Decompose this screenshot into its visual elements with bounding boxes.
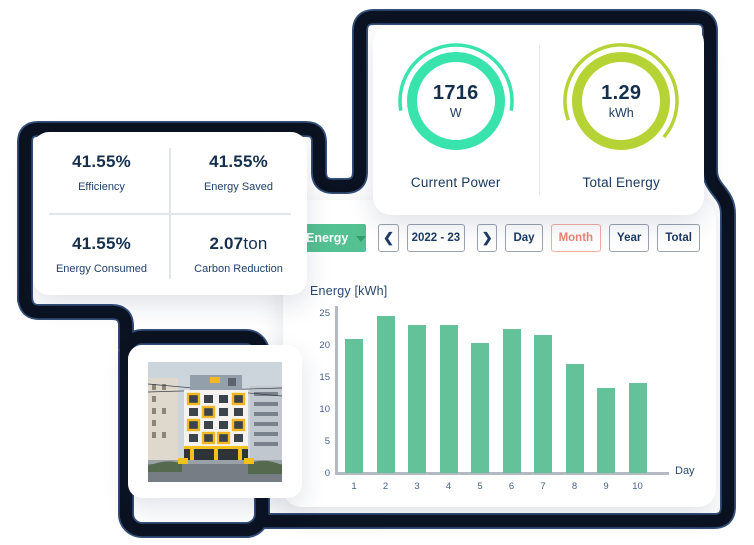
x-tick-label: 4 xyxy=(445,481,452,492)
energy-chart-panel: Energy ❮ 2022 - 23 ❯ Day Month Year Tota… xyxy=(283,200,716,507)
chart-y-axis-title: Energy [kWh] xyxy=(310,284,388,298)
stats-card: 41.55% Efficiency 41.55% Energy Saved 41… xyxy=(33,132,307,295)
x-axis-line xyxy=(335,472,669,475)
gauge-unit: kWh xyxy=(608,106,634,120)
range-button-total[interactable]: Total xyxy=(657,224,700,252)
stat-energy-consumed: 41.55% Energy Consumed xyxy=(33,214,170,296)
bar-day-3 xyxy=(408,324,426,473)
x-tick-label: 9 xyxy=(603,481,609,492)
gauge-label: Total Energy xyxy=(582,175,660,190)
bar-day-5 xyxy=(471,343,489,473)
bar-day-1 xyxy=(345,338,363,473)
bar-day-2 xyxy=(376,315,395,473)
building-illustration xyxy=(148,362,282,482)
y-tick-label: 25 xyxy=(319,308,330,319)
bar-day-10 xyxy=(628,382,647,473)
y-tick-label: 5 xyxy=(324,436,330,447)
building-photo xyxy=(148,362,282,482)
stat-carbon-reduction: 2.07ton Carbon Reduction xyxy=(170,214,307,296)
stat-value: 41.55% xyxy=(209,152,268,172)
next-period-button[interactable]: ❯ xyxy=(476,224,498,252)
stats-grid: 41.55% Efficiency 41.55% Energy Saved 41… xyxy=(33,132,307,295)
x-tick-label: 10 xyxy=(632,481,643,492)
chevron-down-icon xyxy=(356,235,367,242)
total-energy-gauge: 1.29 kWh Total Energy xyxy=(539,25,705,215)
chart-toolbar: Energy ❮ 2022 - 23 ❯ Day Month Year Tota… xyxy=(306,224,700,252)
stat-label: Efficiency xyxy=(78,181,125,194)
chevron-left-icon: ❮ xyxy=(383,230,395,245)
stat-value: 41.55% xyxy=(72,233,131,253)
prev-period-button[interactable]: ❮ xyxy=(378,224,399,252)
gauge-value: 1716 xyxy=(432,82,479,104)
divider xyxy=(49,213,291,215)
metric-dropdown-label: Energy xyxy=(306,231,349,245)
y-axis-line xyxy=(335,306,338,475)
bar-day-9 xyxy=(597,387,615,473)
period-range-label: 2022 - 23 xyxy=(406,224,465,252)
building-photo-card xyxy=(128,345,302,498)
y-tick-label: 0 xyxy=(324,468,330,479)
metric-dropdown[interactable]: Energy xyxy=(306,224,367,252)
stat-value: 2.07ton xyxy=(209,233,268,253)
gauge-ring-icon xyxy=(563,43,679,150)
stat-label: Carbon Reduction xyxy=(194,262,283,275)
gauge-value: 1.29 xyxy=(601,82,642,104)
range-button-group: Day Month Year Total xyxy=(505,224,700,252)
bar-day-6 xyxy=(502,329,521,473)
range-button-month[interactable]: Month xyxy=(550,224,602,252)
divider xyxy=(538,45,540,195)
bar-chart: Day 0 5 10 15 20 25 1 2 3 4 5 6 7 8 9 10 xyxy=(283,200,716,507)
x-axis-title: Day xyxy=(675,465,695,477)
stat-label: Energy Consumed xyxy=(55,262,148,275)
x-tick-label: 3 xyxy=(414,481,420,492)
y-tick-label: 15 xyxy=(319,372,330,383)
y-tick-label: 20 xyxy=(319,340,330,351)
x-tick-label: 1 xyxy=(351,481,357,492)
bar-day-8 xyxy=(565,363,584,473)
stat-label: Energy Saved xyxy=(203,181,274,194)
stat-value: 41.55% xyxy=(72,152,131,172)
range-button-day[interactable]: Day xyxy=(505,224,543,252)
bar-day-7 xyxy=(534,334,552,473)
gauge-label: Current Power xyxy=(410,175,501,190)
gauge-unit: W xyxy=(449,106,462,120)
range-button-year[interactable]: Year xyxy=(609,224,650,252)
y-tick-label: 10 xyxy=(319,404,330,415)
x-tick-label: 2 xyxy=(382,481,389,492)
x-tick-label: 6 xyxy=(508,481,515,492)
x-tick-label: 8 xyxy=(571,481,578,492)
stat-efficiency: 41.55% Efficiency xyxy=(33,132,170,214)
power-gauges-card: 1716 W Current Power 1.29 kWh Total Ener… xyxy=(373,25,704,215)
x-tick-label: 7 xyxy=(540,481,546,492)
stat-energy-saved: 41.55% Energy Saved xyxy=(170,132,307,214)
current-power-gauge: 1716 W Current Power xyxy=(373,25,539,215)
gauge-ring-icon xyxy=(398,43,514,150)
bar-day-4 xyxy=(439,324,458,473)
chevron-right-icon: ❯ xyxy=(481,230,493,245)
x-tick-label: 5 xyxy=(477,481,483,492)
